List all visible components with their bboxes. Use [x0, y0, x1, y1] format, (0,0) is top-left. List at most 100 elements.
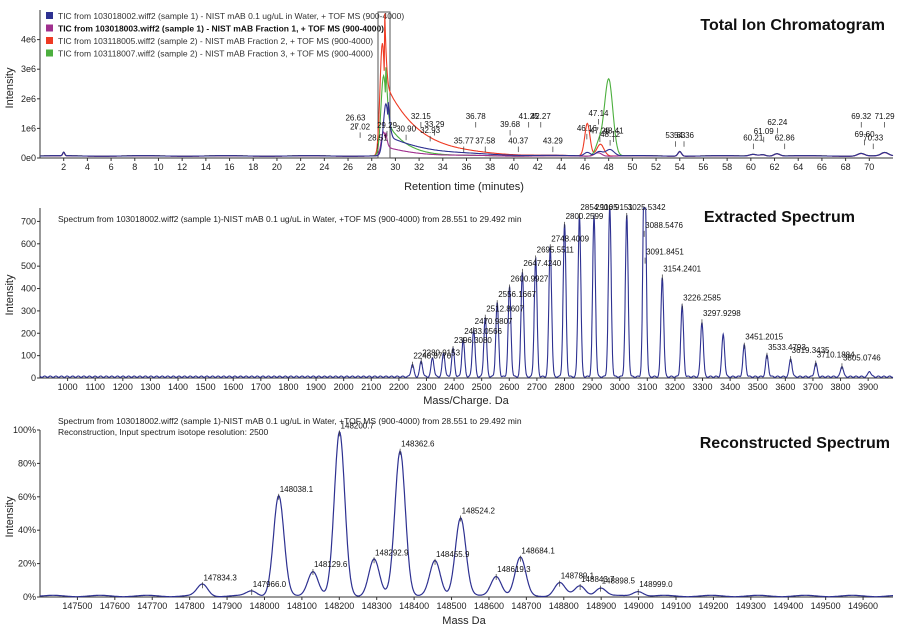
extracted-x-tick-label: 3600 [775, 382, 795, 392]
tic-lines [40, 13, 894, 157]
reconstructed-axes: 147500 147600 147700 147800 147900 148000 1481… [13, 425, 893, 611]
extracted-peak-label: 3805.0746 [843, 353, 881, 362]
extracted-peak-label: 2748.4009 [551, 234, 589, 243]
extracted-x-tick-label: 3300 [693, 382, 713, 392]
tic-y-tick-label: 1e6 [21, 123, 36, 133]
reconstructed-peak-label: 148999.0 [639, 580, 673, 589]
reconstructed-x-tick-label: 147500 [62, 601, 92, 611]
reconstructed-peak-label: 148619.3 [497, 565, 531, 574]
reconstructed-peak-label: 148200.7 [341, 421, 375, 430]
tic-x-tick-label: 62 [770, 162, 780, 172]
extracted-y-tick-label: 300 [21, 306, 36, 316]
extracted-peak-label: 3451.2015 [745, 333, 783, 342]
extracted-y-tick-label: 500 [21, 261, 36, 271]
reconstructed-x-tick-label: 148300 [362, 601, 392, 611]
tic-peak-label: 60.21 [743, 134, 764, 143]
tic-peak-label: 48.41 [604, 127, 625, 136]
tic-peak-label: 69.32 [851, 112, 872, 121]
tic-x-tick-label: 20 [272, 162, 282, 172]
tic-peak-label: 48.12 [600, 130, 621, 139]
extracted-x-tick-label: 1100 [86, 382, 105, 392]
tic-x-tick-label: 30 [390, 162, 400, 172]
extracted-peak-label: 2512.8607 [486, 305, 524, 314]
tic-peak-label: 69.60 [855, 130, 876, 139]
legend-entry: TIC from 103018002.wiff2 (sample 1) - NI… [58, 11, 404, 21]
extracted-peak-label: 3533.4793 [768, 343, 806, 352]
tic-x-tick-label: 22 [296, 162, 306, 172]
extracted-peak-label: 2433.0566 [464, 327, 502, 336]
extracted-peak-label: 2556.1667 [498, 290, 536, 299]
tic-y-tick-label: 4e6 [21, 35, 36, 45]
extracted-x-tick-label: 2100 [361, 382, 381, 392]
legend-entry: TIC from 103018003.wiff2 (sample 1) - NI… [58, 24, 384, 34]
tic-peak-label: 28.51 [368, 134, 389, 143]
reconstructed-x-tick-label: 148400 [399, 601, 429, 611]
tic-y-tick-label: 3e6 [21, 64, 36, 74]
reconstructed-description-2: Reconstruction, Input spectrum isotope r… [58, 427, 269, 437]
tic-x-tick-label: 50 [627, 162, 637, 172]
legend-swatch [46, 49, 53, 57]
tic-peak-label: 41.25 [519, 112, 540, 121]
tic-x-tick-label: 66 [817, 162, 827, 172]
tic-peak-label: 71.29 [875, 112, 896, 121]
extracted-lines [39, 207, 894, 378]
reconstructed-peak-label: 148038.1 [280, 485, 314, 494]
extracted-x-tick-label: 3200 [665, 382, 685, 392]
extracted-y-tick-label: 700 [21, 216, 36, 226]
extracted-peak-label: 3710.1884 [817, 351, 855, 360]
reconstructed-x-tick-label: 147700 [137, 601, 167, 611]
tic-peak-label: 47.14 [588, 109, 609, 118]
reconstructed-peak-label: 148362.6 [401, 440, 435, 449]
reconstructed-x-tick-label: 148500 [437, 601, 467, 611]
tic-x-tick-label: 8 [132, 162, 137, 172]
tic-peak-label: 53.63 [665, 131, 686, 140]
reconstructed-lines [39, 431, 893, 598]
tic-y-tick-label: 2e6 [21, 94, 36, 104]
tic-x-tick-label: 28 [367, 162, 377, 172]
tic-x-tick-label: 56 [698, 162, 708, 172]
reconstructed-x-tick-label: 148600 [474, 601, 504, 611]
extracted-x-tick-label: 3700 [803, 382, 823, 392]
reconstructed-x-tick-label: 149500 [811, 601, 841, 611]
tic-peak-label: 42.27 [531, 112, 552, 121]
reconstructed-x-tick-label: 147900 [212, 601, 242, 611]
legend-swatch [46, 37, 53, 44]
reconstructed-x-tick-label: 149400 [773, 601, 803, 611]
extracted-peak-label: 3154.2401 [663, 264, 701, 273]
legend-swatch [46, 24, 53, 32]
tic-x-tick-label: 2 [61, 162, 66, 172]
tic-x-tick-label: 54 [675, 162, 685, 172]
tic-xlabel: Retention time (minutes) [404, 181, 524, 193]
extracted-x-tick-label: 3400 [720, 382, 740, 392]
tic-peak-label: 30.90 [396, 125, 417, 134]
tic-x-tick-label: 26 [343, 162, 353, 172]
extracted-peak-label: 2600.9927 [511, 275, 549, 284]
extracted-peak-label: 2800.2599 [566, 212, 604, 221]
legend-swatch [46, 12, 53, 19]
tic-x-tick-label: 6 [109, 162, 114, 172]
extracted-peak-label: 2396.3080 [454, 336, 492, 345]
reconstructed-y-tick-label: 60% [18, 492, 36, 502]
reconstructed-y-tick-label: 40% [18, 525, 36, 535]
tic-x-tick-label: 60 [746, 162, 756, 172]
extracted-y-tick-label: 200 [21, 328, 36, 338]
tic-legend: TIC from 103018002.wiff2 (sample 1) - NI… [46, 11, 404, 59]
reconstructed-x-tick-label: 149600 [848, 601, 878, 611]
reconstructed-x-tick-label: 149000 [624, 601, 654, 611]
extracted-peak-label: 2248.8770 [413, 352, 451, 361]
reconstructed-peak-label: 148292.9 [375, 548, 409, 557]
extracted-x-tick-label: 1800 [278, 382, 298, 392]
extracted-y-tick-label: 400 [21, 284, 36, 294]
tic-x-tick-label: 36 [461, 162, 471, 172]
extracted-peak-label: 3088.5476 [645, 221, 683, 230]
reconstructed-peak-labels: 147834.3 147966.0 148038.1 148129.6 148200.7… [202, 421, 673, 595]
extracted-peak-label: 2906.9151 [595, 203, 633, 212]
tic-x-tick-label: 24 [319, 162, 329, 172]
extracted-peak-label: 2854.1105 [580, 203, 618, 212]
extracted-peak-label: 2695.5511 [537, 245, 575, 254]
extracted-x-tick-label: 2900 [582, 382, 602, 392]
reconstructed-y-tick-label: 0% [23, 592, 36, 602]
reconstructed-peak-label: 148843.7 [581, 575, 615, 584]
